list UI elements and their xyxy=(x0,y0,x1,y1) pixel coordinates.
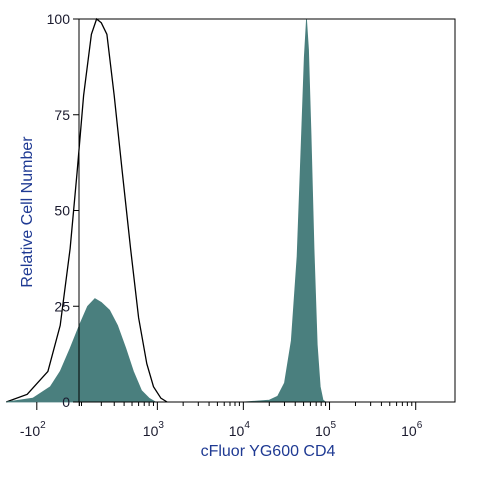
y-tick-label: 25 xyxy=(54,298,70,314)
x-tick-label: 105 xyxy=(315,420,337,439)
y-tick-label: 100 xyxy=(47,11,71,27)
x-tick-label: 106 xyxy=(401,420,423,439)
tick-layer: 0 25 50 75 100 -102 103 104 105 106 xyxy=(20,11,423,439)
plot-frame xyxy=(78,18,456,403)
y-tick-label: 75 xyxy=(54,107,70,123)
outline-histogram-series xyxy=(5,17,168,403)
x-tick-label: 104 xyxy=(229,420,251,439)
x-axis-title: cFluor YG600 CD4 xyxy=(201,443,336,460)
y-axis-title: Relative Cell Number xyxy=(19,136,36,288)
x-tick-label: 103 xyxy=(143,420,165,439)
x-tick-label: -102 xyxy=(20,420,46,439)
y-tick-label: 50 xyxy=(54,203,70,219)
y-tick-label: 0 xyxy=(62,394,70,410)
